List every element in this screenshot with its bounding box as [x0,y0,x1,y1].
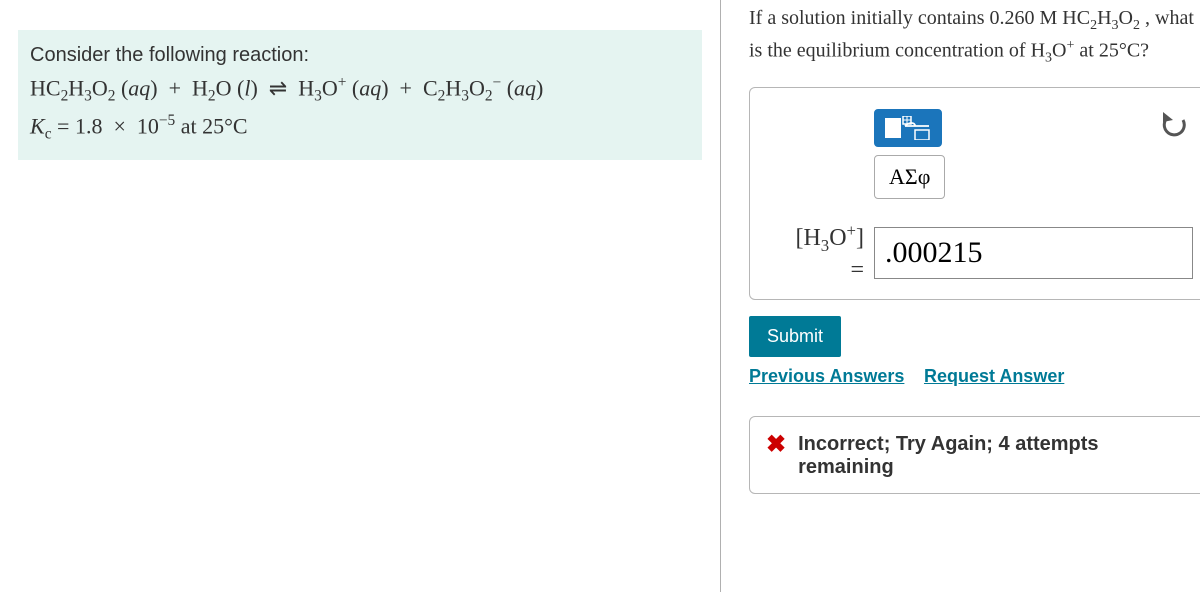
undo-icon [1159,112,1189,140]
previous-answers-link[interactable]: Previous Answers [749,366,904,386]
problem-intro: Consider the following reaction: [30,40,690,71]
reaction-equation: HC2H3O2 (aq) + H2O (l) ⇌ H3O+ (aq) + C2H… [30,71,690,109]
undo-button[interactable] [1155,108,1193,147]
feedback-text: Incorrect; Try Again; 4 attempts remaini… [798,433,1191,479]
answer-variable-label: [H3O+]= [770,221,864,285]
feedback-panel: ✖ Incorrect; Try Again; 4 attempts remai… [749,416,1200,494]
answer-input[interactable] [874,227,1193,279]
submit-button[interactable]: Submit [749,316,841,357]
request-answer-link[interactable]: Request Answer [924,366,1064,386]
keypad-icon [885,116,931,140]
incorrect-icon: ✖ [766,433,786,457]
question-text: If a solution initially contains 0.260 M… [749,4,1200,69]
answer-panel: ΑΣφ [H3O+]= [749,87,1200,300]
kc-value: Kc = 1.8 × 10−5 at 25°C [30,109,690,147]
greek-keyboard-button[interactable]: ΑΣφ [874,155,945,199]
keypad-button[interactable] [874,109,942,147]
problem-statement: Consider the following reaction: HC2H3O2… [18,30,702,160]
